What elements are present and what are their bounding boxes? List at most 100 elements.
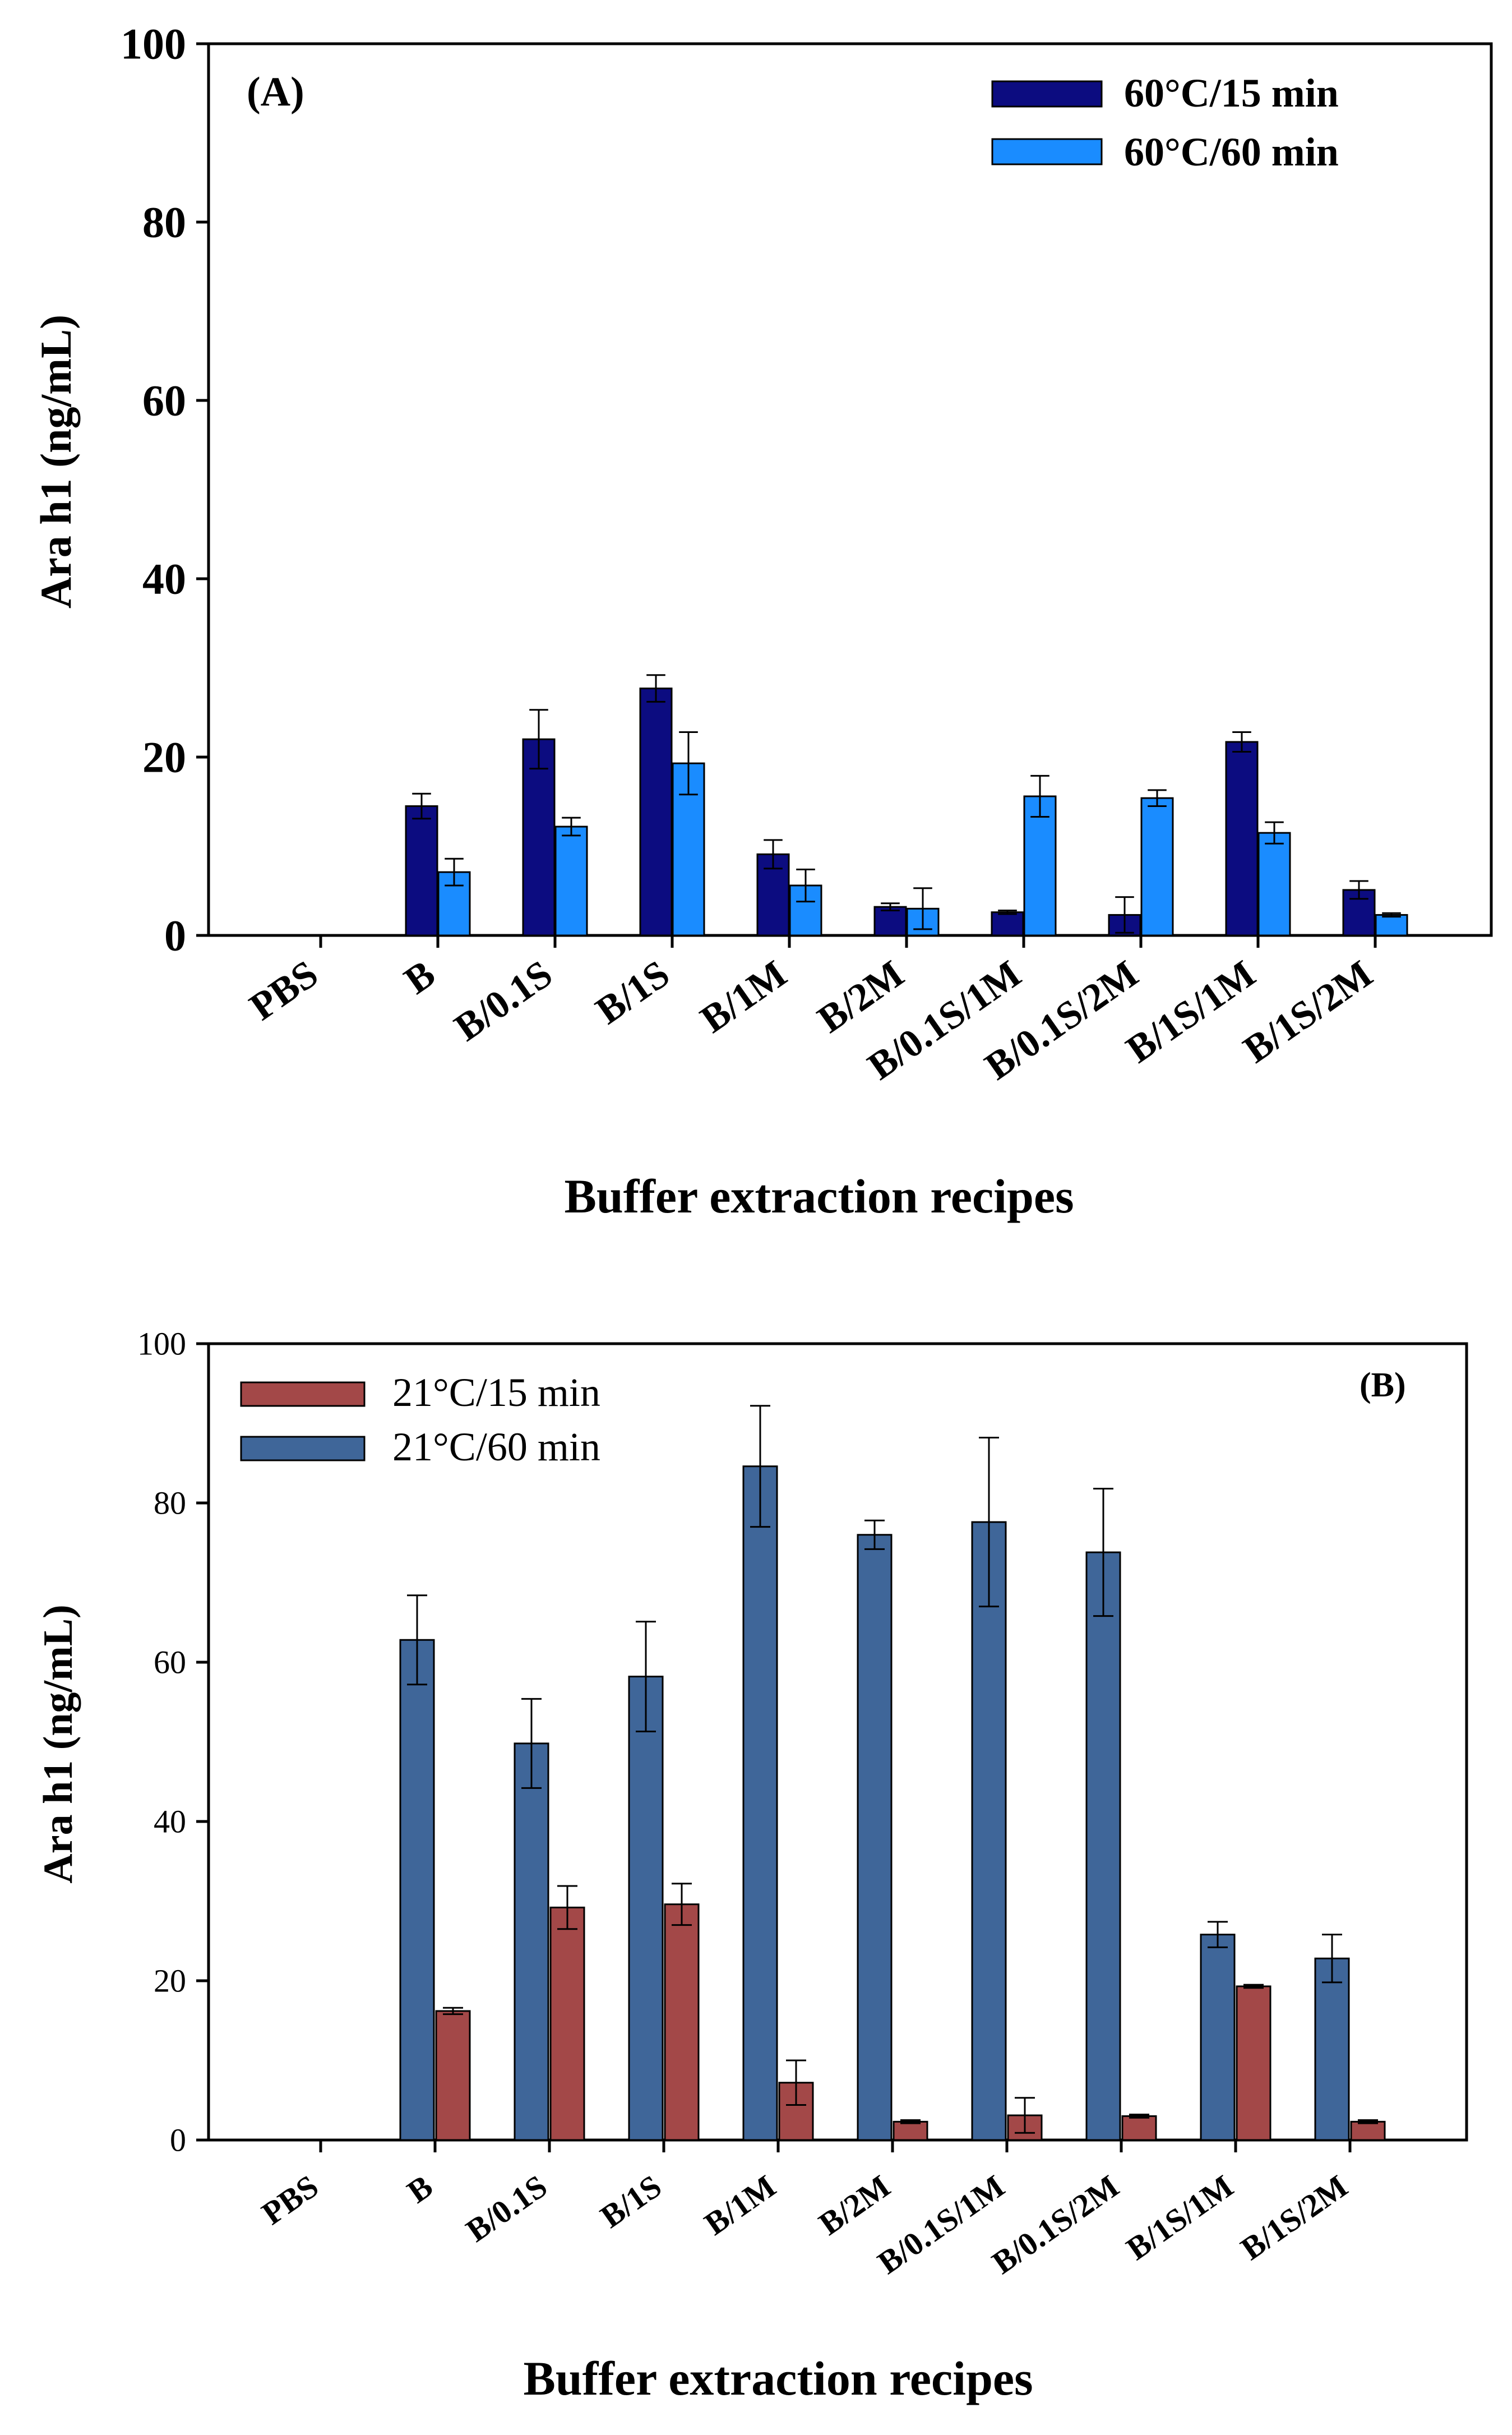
x-tick-label: B/0.1S/2M [986,2167,1126,2281]
error-bar-series-1 [443,2007,463,2016]
y-tick-label: 40 [142,555,186,603]
legend-swatch-series-2 [991,138,1103,165]
error-bar-series-1 [1115,896,1134,934]
error-bar-series-1 [998,909,1017,915]
y-tick-label: 20 [154,1963,186,1999]
error-bar-series-1 [786,2059,806,2106]
legend-swatch-series-1 [991,80,1103,108]
bar-series-2 [1023,795,1057,937]
x-tick-label: PBS [242,952,326,1029]
x-axis-label: Buffer extraction recipes [564,1169,1074,1223]
x-tick-label: B/1S/1M [1119,952,1264,1072]
y-tick-label: 20 [142,733,186,782]
x-tick-label: B/0.1S [459,2167,553,2249]
bar-series-2 [628,1676,664,2141]
x-tick-label: B/1M [698,2167,783,2242]
bar-series-1 [1225,741,1259,937]
panel-label: (B) [1360,1366,1406,1404]
bar-series-1 [1236,1985,1271,2141]
x-tick-label: PBS [255,2167,325,2231]
x-tick-label: B/1S/2M [1236,952,1381,1072]
y-tick-label: 100 [121,20,186,68]
legend-label-series-1: 21°C/15 min [392,1370,600,1415]
error-bar-series-2 [979,1437,999,1608]
y-tick-label: 0 [164,911,186,960]
legend-label-series-1: 60°C/15 min [1124,71,1339,116]
error-bar-series-2 [1322,1934,1342,1984]
error-bar-series-1 [1243,1984,1264,1989]
bar-series-1 [991,911,1024,937]
error-bar-series-1 [1015,2097,1035,2134]
bar-series-1 [893,2120,928,2141]
x-tick-label: B [400,2167,439,2210]
error-bar-series-2 [1030,774,1049,818]
legend: 60°C/15 min 60°C/60 min [991,71,1339,174]
error-bar-series-1 [646,674,665,703]
bar-series-2 [1140,797,1174,937]
error-bar-series-2 [796,868,815,903]
error-bar-series-1 [900,2119,921,2124]
x-tick-label: B/2M [812,2167,897,2242]
error-bar-series-1 [1129,2114,1149,2119]
bar-series-1 [639,688,673,937]
bar-series-2 [1085,1551,1121,2141]
y-tick-label: 0 [170,2122,186,2159]
error-bar-series-2 [913,887,932,930]
error-bar-series-1 [557,1885,577,1930]
panel-b: (B) Ara h1 (ng/mL) Buffer extraction rec… [35,1326,1468,2405]
error-bar-series-1 [1232,731,1251,753]
bar-series-1 [873,906,907,937]
legend: 21°C/15 min 21°C/60 min [240,1370,600,1469]
error-bar-series-1 [881,902,900,911]
legend-label-series-2: 60°C/60 min [1124,130,1339,174]
bar-series-2 [742,1465,778,2141]
bar-series-1 [435,2010,471,2141]
y-tick-label: 40 [154,1804,186,1840]
y-axis-label: Ara h1 (ng/mL) [35,1604,81,1883]
bar-series-2 [399,1639,435,2141]
plot-frame [207,42,1493,937]
error-bar-series-1 [529,709,548,770]
panel-a: (A) Ara h1 (ng/mL) Buffer extraction rec… [31,20,1493,1223]
error-bar-series-2 [521,1698,542,1789]
legend-swatch-series-2 [240,1436,366,1461]
x-tick-label: B/1S [594,2167,668,2235]
error-bar-series-2 [1382,912,1401,918]
error-bar-series-1 [672,1883,692,1926]
y-tick-label: 100 [137,1326,186,1362]
bar-series-1 [549,1906,585,2141]
x-tick-label: B/1S [588,952,677,1032]
error-bar-series-2 [1093,1487,1113,1617]
bar-series-2 [971,1521,1007,2141]
error-bar-series-2 [750,1405,770,1528]
error-bar-series-1 [1358,2119,1378,2124]
bar-series-1 [1121,2115,1157,2141]
bar-series-1 [664,1903,700,2141]
error-bar-series-1 [1349,880,1368,900]
x-tick-label: B/0.1S [447,952,560,1050]
y-tick-label: 80 [154,1485,186,1521]
y-tick-label: 60 [154,1644,186,1681]
legend-swatch-series-1 [240,1381,366,1407]
bar-series-2 [554,825,588,937]
error-bar-series-2 [679,731,698,796]
legend-label-series-2: 21°C/60 min [392,1424,600,1469]
error-bar-series-2 [562,817,581,837]
error-bar-series-1 [412,792,431,820]
bar-series-1 [405,805,438,937]
bar-series-2 [1375,914,1408,937]
bar-series-1 [1350,2120,1386,2141]
error-bar-series-2 [407,1594,427,1686]
bar-series-2 [514,1742,549,2141]
error-bar-series-2 [1265,821,1284,845]
x-tick-label: B [397,952,443,1003]
bar-series-2 [672,762,705,937]
bar-series-2 [1314,1957,1350,2141]
error-bar-series-2 [636,1621,656,1733]
y-axis-label: Ara h1 (ng/mL) [31,315,80,608]
error-bar-series-2 [445,857,464,887]
bar-series-2 [1200,1934,1236,2141]
x-tick-label: B/1S/2M [1234,2167,1354,2267]
error-bar-series-2 [1148,789,1167,807]
